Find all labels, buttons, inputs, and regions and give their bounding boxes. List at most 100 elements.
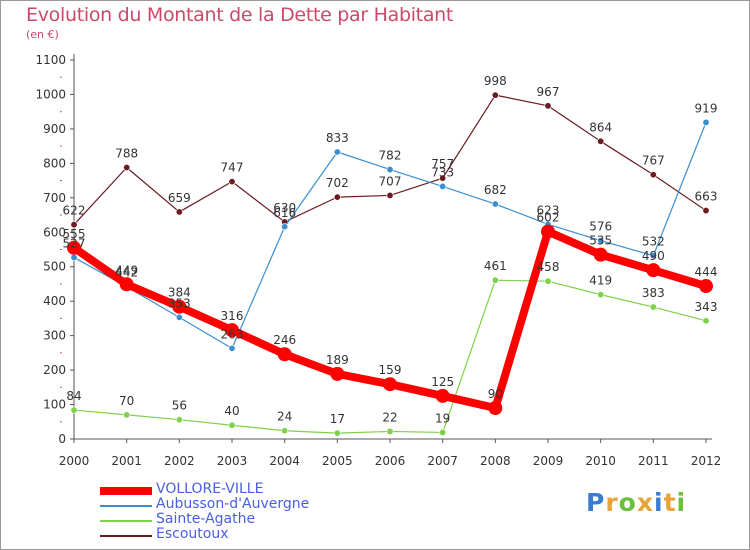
data-point (435, 388, 450, 403)
data-label: 623 (537, 203, 560, 217)
data-label: 630 (273, 201, 296, 215)
data-label: 22 (382, 410, 397, 424)
data-label: 444 (695, 265, 718, 279)
chart-title: Evolution du Montant de la Dette par Hab… (26, 4, 454, 26)
data-label: 189 (326, 353, 349, 367)
data-label: 702 (326, 176, 349, 190)
data-point (172, 299, 187, 314)
x-tick-label: 2003 (217, 454, 248, 468)
data-point (649, 252, 657, 260)
data-label: 353 (168, 296, 191, 310)
data-point (491, 200, 499, 208)
data-label: 659 (168, 191, 191, 205)
data-point (228, 178, 236, 186)
data-label: 782 (379, 149, 402, 163)
data-label: 384 (168, 286, 191, 300)
legend-swatch (100, 487, 152, 495)
data-label: 125 (431, 375, 454, 389)
data-point (439, 428, 447, 436)
data-point (281, 223, 289, 231)
data-label: 84 (66, 389, 81, 403)
data-label: 998 (484, 74, 507, 88)
data-point (597, 291, 605, 299)
data-label: 682 (484, 183, 507, 197)
x-tick-label: 2008 (480, 454, 511, 468)
data-label: 616 (273, 206, 296, 220)
y-tick-label: 700 (43, 191, 66, 205)
data-label: 602 (537, 211, 560, 225)
x-tick-label: 2007 (427, 454, 458, 468)
data-point (646, 263, 661, 278)
data-label: 663 (695, 190, 718, 204)
data-label: 527 (63, 236, 86, 250)
data-label: 24 (277, 410, 292, 424)
y-tick-label: 400 (43, 294, 66, 308)
logo-letter: t (663, 488, 677, 517)
data-point (544, 277, 552, 285)
data-label: 833 (326, 131, 349, 145)
y-tick-label: 500 (43, 260, 66, 274)
data-point (119, 277, 134, 292)
data-point (544, 102, 552, 110)
data-point (333, 193, 341, 201)
data-point (593, 247, 608, 262)
data-label: 535 (589, 234, 612, 248)
data-label: 442 (115, 266, 138, 280)
data-point (488, 400, 503, 415)
data-label: 449 (115, 263, 138, 277)
data-point (383, 377, 397, 392)
x-tick-label: 2002 (164, 454, 195, 468)
data-label: 622 (63, 204, 86, 218)
data-point (333, 429, 341, 437)
data-label: 343 (695, 300, 718, 314)
data-label: 246 (273, 333, 296, 347)
legend-label: VOLLORE-VILLE (156, 481, 264, 497)
data-point (702, 118, 710, 126)
data-label: 576 (589, 220, 612, 234)
data-point (123, 163, 131, 171)
x-tick-label: 2000 (59, 454, 90, 468)
y-tick-label: 300 (43, 329, 66, 343)
data-label: 40 (224, 404, 239, 418)
data-label: 967 (537, 85, 560, 99)
x-tick-label: 2005 (322, 454, 353, 468)
x-tick-label: 2004 (269, 454, 300, 468)
data-label: 159 (379, 363, 402, 377)
data-point (175, 208, 183, 216)
data-point (541, 224, 555, 239)
legend-swatch (100, 535, 152, 537)
data-label: 757 (431, 157, 454, 171)
logo-letter: o (618, 488, 637, 517)
data-label: 532 (642, 235, 665, 249)
data-label: 90 (488, 387, 503, 401)
data-point (699, 279, 713, 294)
data-label: 919 (695, 101, 718, 115)
y-tick-label: 1100 (35, 53, 66, 67)
x-tick-label: 2001 (111, 454, 142, 468)
data-label: 461 (484, 259, 507, 273)
data-point (386, 191, 394, 199)
y-tick-label: 800 (43, 156, 66, 170)
data-point (649, 171, 657, 179)
legend-label: Sainte-Agathe (156, 511, 256, 527)
data-label: 70 (119, 394, 134, 408)
x-tick-label: 2012 (691, 454, 722, 468)
data-point (649, 303, 657, 311)
data-label: 458 (537, 260, 560, 274)
x-tick-label: 2009 (533, 454, 564, 468)
data-label: 316 (221, 309, 244, 323)
data-point (281, 427, 289, 435)
data-label: 555 (63, 227, 86, 241)
data-point (225, 323, 239, 338)
data-label: 419 (589, 274, 612, 288)
logo-letter: i (654, 488, 664, 517)
logo-letter: i (676, 488, 687, 517)
data-point (439, 182, 447, 190)
data-point (330, 366, 345, 381)
proxiti-logo: Proxiti (586, 488, 686, 517)
data-point (123, 411, 131, 419)
logo-letter: x (636, 488, 654, 517)
data-point (277, 347, 292, 362)
x-tick-label: 2011 (638, 454, 669, 468)
data-label: 263 (221, 327, 244, 341)
